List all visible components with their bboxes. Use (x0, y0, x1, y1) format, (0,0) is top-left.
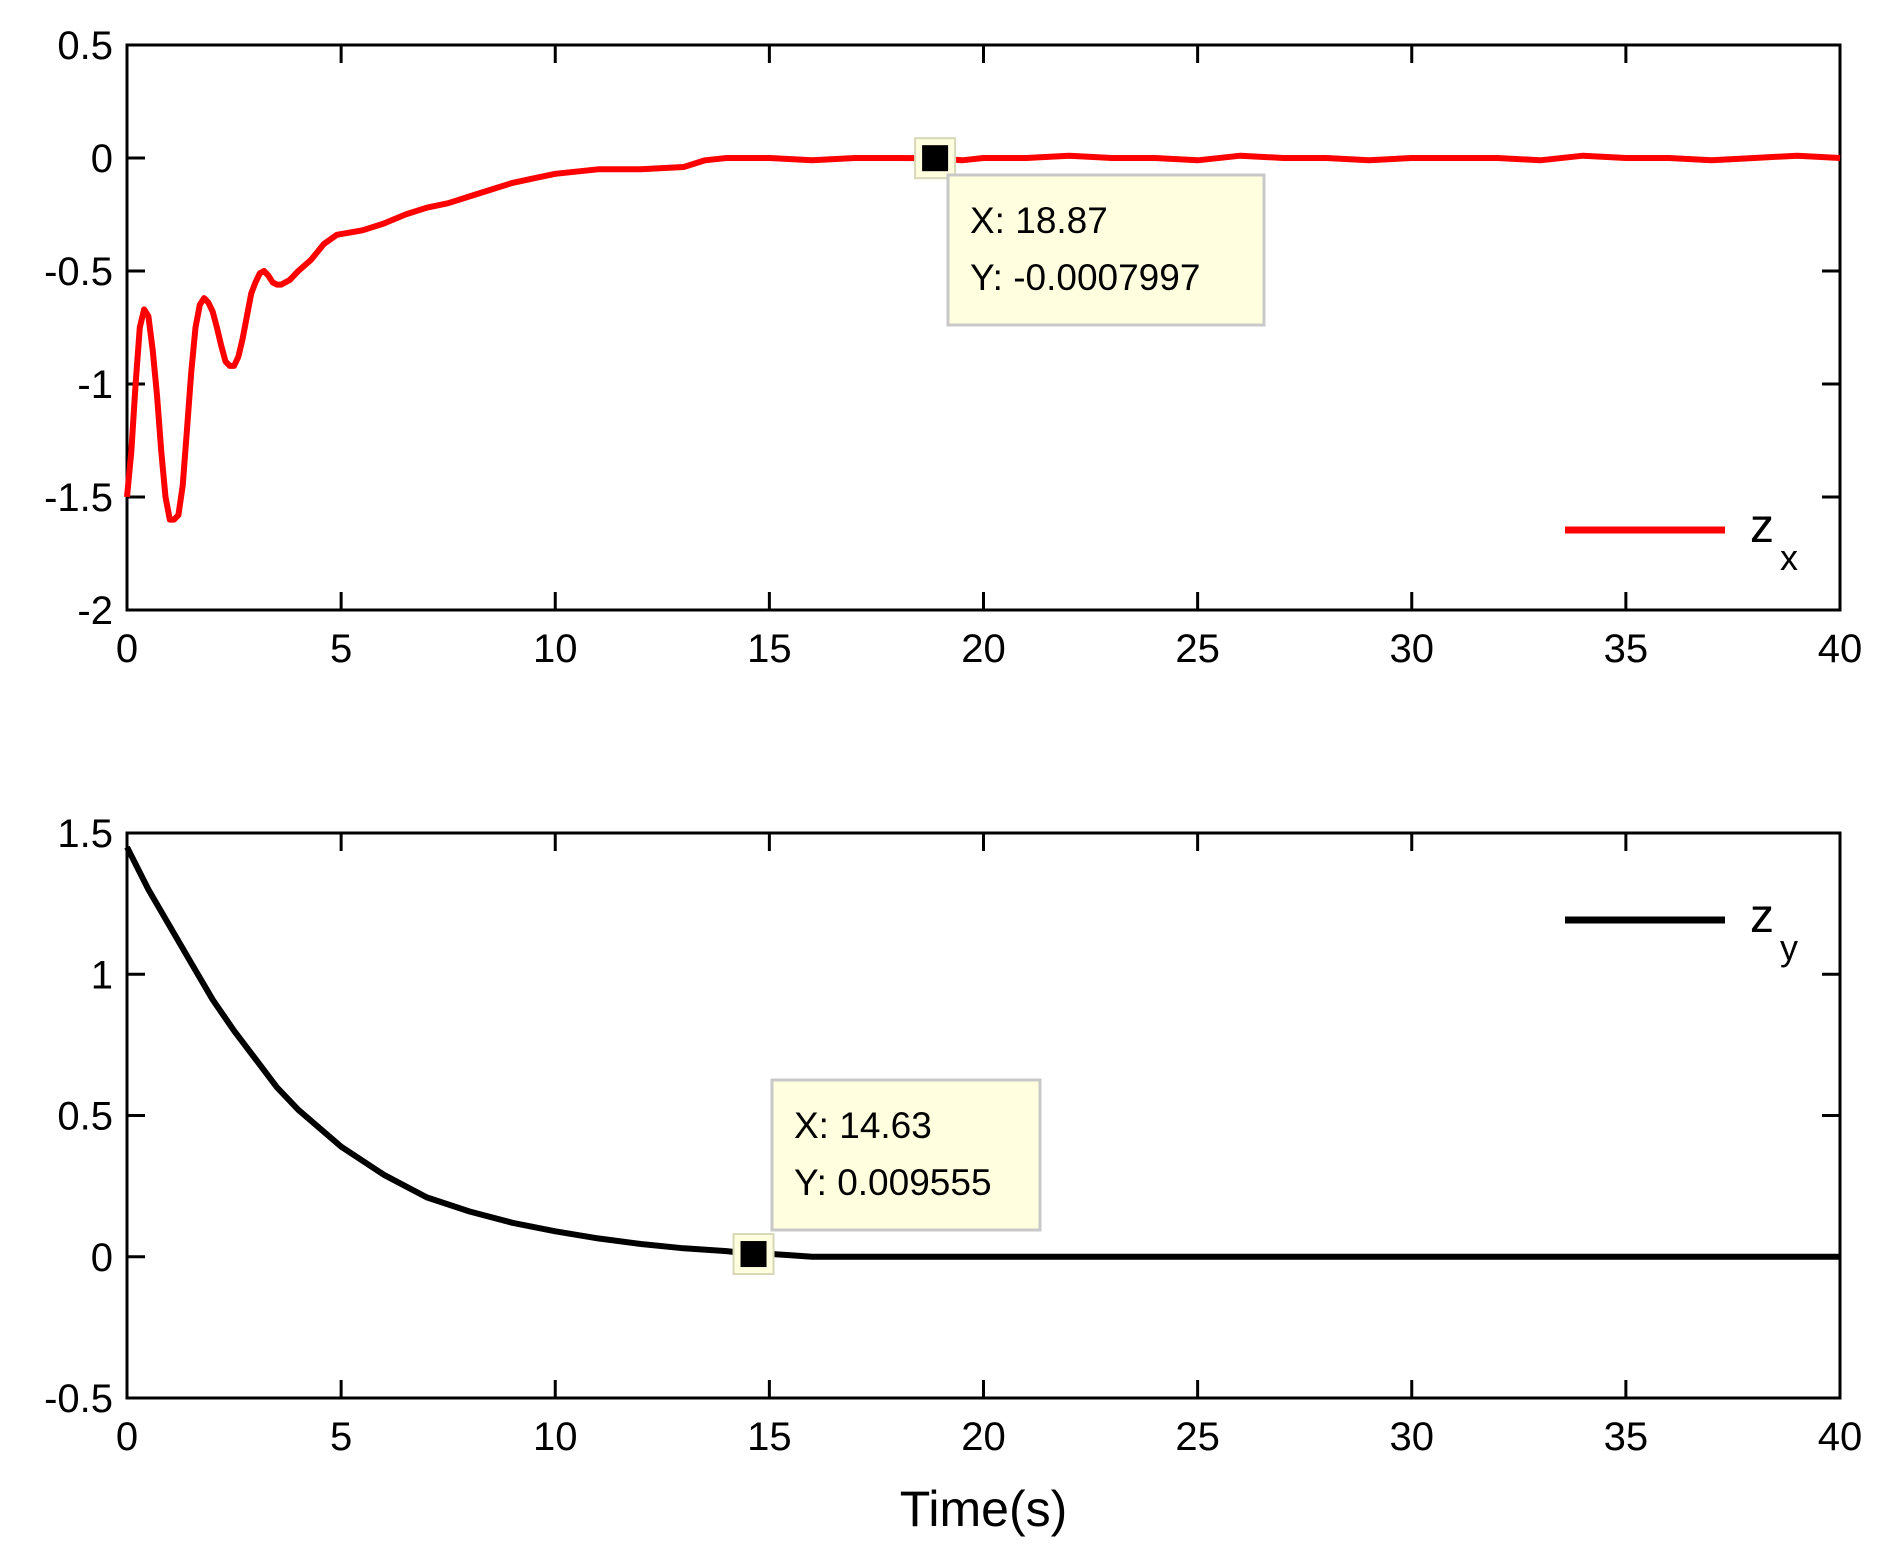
y-tick-label: -0.5 (44, 1377, 113, 1421)
y-tick-label: 0 (91, 137, 113, 181)
x-tick-label: 10 (533, 627, 578, 671)
x-tick-label: 20 (961, 627, 1006, 671)
x-tick-label: 30 (1390, 627, 1435, 671)
datatip-y-text: Y: -0.0007997 (970, 257, 1200, 298)
x-tick-label: 40 (1818, 1415, 1863, 1459)
datatip-marker[interactable] (922, 145, 949, 172)
y-tick-label: 0.5 (57, 24, 113, 68)
x-tick-label: 5 (330, 1415, 352, 1459)
x-tick-label: 0 (116, 1415, 138, 1459)
legend-label: z (1750, 890, 1774, 943)
x-tick-label: 15 (747, 1415, 792, 1459)
x-tick-label: 20 (961, 1415, 1006, 1459)
datatip-marker[interactable] (740, 1241, 767, 1268)
x-tick-label: 25 (1175, 1415, 1220, 1459)
datatip-x-text: X: 14.63 (794, 1105, 932, 1146)
series-line-z_y (124, 845, 1840, 1260)
x-tick-label: 5 (330, 627, 352, 671)
legend-label-subscript: x (1780, 537, 1798, 578)
x-tick-label: 0 (116, 627, 138, 671)
x-tick-label: 15 (747, 627, 792, 671)
y-tick-label: -1.5 (44, 476, 113, 520)
y-tick-label: 0.5 (57, 1095, 113, 1139)
y-tick-label: -1 (77, 363, 113, 407)
y-tick-label: -0.5 (44, 250, 113, 294)
y-tick-label: -2 (77, 589, 113, 633)
datatip-box[interactable] (946, 173, 1266, 327)
y-tick-label: 1 (91, 953, 113, 997)
legend-label-subscript: y (1780, 927, 1798, 968)
plot-top: 0 5 10 15 20 25 30 35 40 0.5 0 -0.5 -1 -1.5 -2 X: 18.87… (44, 24, 1862, 671)
x-tick-label: 30 (1390, 1415, 1435, 1459)
datatip-x-text: X: 18.87 (970, 200, 1108, 241)
datatip-box[interactable] (770, 1078, 1042, 1232)
legend-label: z (1750, 500, 1774, 553)
x-tick-label: 40 (1818, 627, 1863, 671)
x-tick-label: 35 (1604, 627, 1649, 671)
y-tick-label: 0 (91, 1236, 113, 1280)
y-tick-label: 1.5 (57, 812, 113, 856)
x-tick-label: 10 (533, 1415, 578, 1459)
datatip-y-text: Y: 0.009555 (794, 1162, 992, 1203)
x-axis-label: Time(s) (900, 1481, 1068, 1537)
x-tick-label: 35 (1604, 1415, 1649, 1459)
x-tick-label: 25 (1175, 627, 1220, 671)
axes-box (125, 43, 1842, 612)
series-line-z_x (124, 152, 1841, 523)
